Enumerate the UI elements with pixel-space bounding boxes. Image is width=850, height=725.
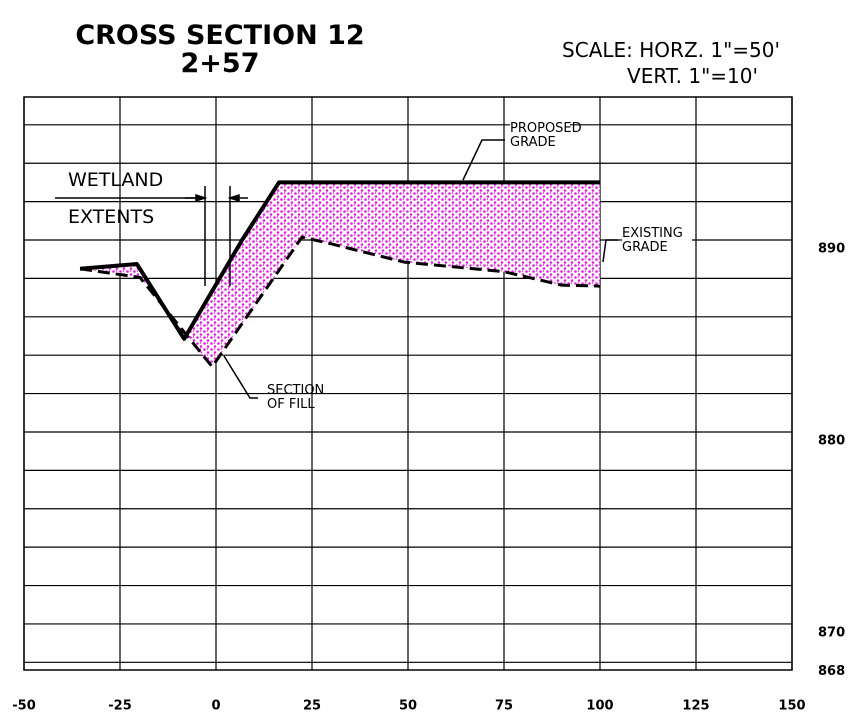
x-tick-label: -50: [12, 699, 36, 714]
x-tick-label: 125: [682, 699, 709, 714]
annotation: SECTION OF FILL: [267, 383, 325, 412]
y-tick-label: 868: [818, 664, 845, 679]
x-tick-label: -25: [108, 699, 132, 714]
leaders: [223, 139, 618, 399]
x-tick-label: 75: [495, 699, 513, 714]
grade-line: [79, 180, 600, 341]
x-tick-label: 150: [778, 699, 805, 714]
annotation: EXTENTS: [68, 206, 155, 228]
legend-label: EXISTING GRADE: [622, 227, 692, 255]
title: CROSS SECTION 12: [75, 20, 365, 51]
x-tick-label: 50: [399, 699, 417, 714]
grade-line: [79, 235, 601, 369]
scale-horz: SCALE: HORZ. 1"=50': [562, 38, 780, 62]
x-tick-label: 100: [586, 699, 613, 714]
subtitle: 2+57: [180, 48, 260, 79]
legend-label: PROPOSED GRADE: [510, 121, 582, 150]
scale-vert: VERT. 1"=10': [627, 64, 758, 88]
fill-area: [80, 182, 600, 367]
x-tick-label: 25: [303, 699, 321, 714]
y-tick-label: 870: [818, 625, 845, 640]
x-tick-label: 0: [211, 699, 220, 714]
y-tick-label: 890: [818, 242, 845, 257]
wetland-marker: [55, 186, 248, 286]
annotation: WETLAND: [68, 169, 164, 191]
y-tick-label: 880: [818, 433, 845, 448]
